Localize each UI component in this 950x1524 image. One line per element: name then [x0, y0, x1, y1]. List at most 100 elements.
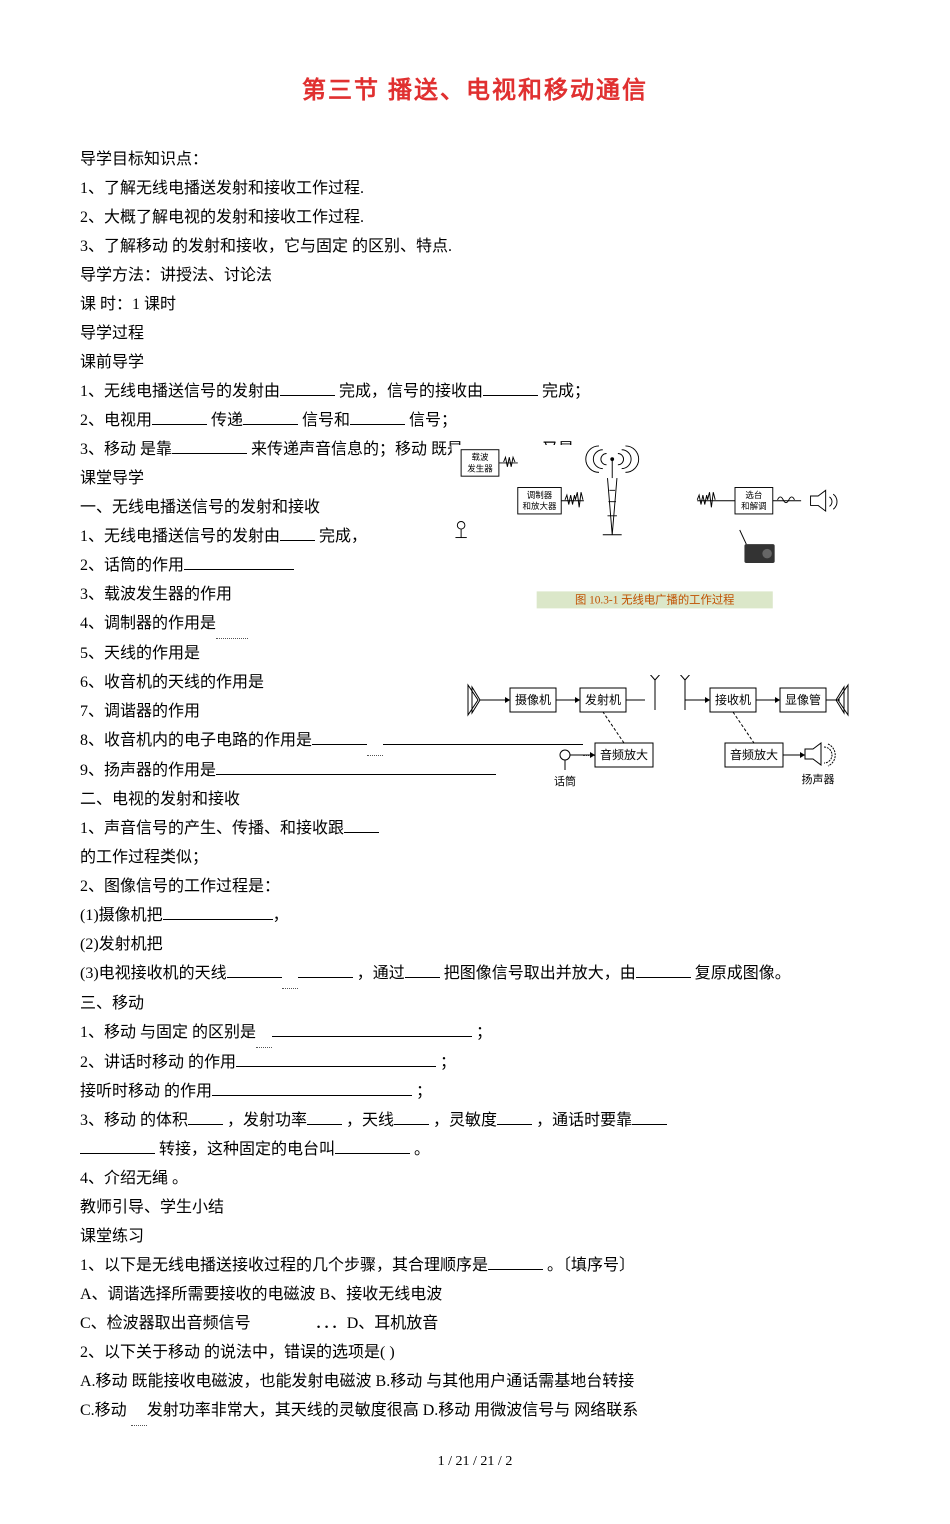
- s3-q3b: 转接，这种固定的电台叫 。: [80, 1135, 870, 1164]
- text: 1、无线电播送信号的发射由: [80, 528, 280, 545]
- section-3: 三、移动: [80, 989, 870, 1018]
- blank: [344, 818, 379, 833]
- blank: [405, 963, 440, 978]
- dots: ．．．: [315, 1315, 347, 1332]
- blank: [307, 1110, 342, 1125]
- blank: [184, 555, 294, 570]
- text: 转接，这种固定的电台叫: [159, 1141, 335, 1158]
- ex2: 2、以下关于移动 的说法中，错误的选项是( ): [80, 1338, 870, 1367]
- text: D、耳机放音: [347, 1315, 439, 1332]
- text: ，通过: [357, 965, 405, 982]
- dotlink: [131, 1396, 147, 1426]
- text: 。: [414, 1141, 430, 1158]
- text: 传递: [211, 412, 243, 429]
- inclass-label: 课堂导学: [80, 464, 870, 493]
- dotlink: [282, 959, 298, 989]
- blank: [236, 1052, 436, 1067]
- text: 把图像信号取出并放大，由: [444, 965, 636, 982]
- objective-3: 3、了解移动 的发射和接收，它与固定 的区别、特点.: [80, 232, 870, 261]
- text: 复原成图像。: [695, 965, 791, 982]
- objectives-header: 导学目标知识点：: [80, 145, 870, 174]
- text: 3、移动 的体积: [80, 1112, 188, 1129]
- s1-q8: 8、收音机内的电子电路的作用是: [80, 726, 870, 756]
- ex1-opt1: A、调谐选择所需要接收的电磁波 B、接收无线电波: [80, 1280, 870, 1309]
- text: 2、电视用: [80, 412, 152, 429]
- text: 2、讲话时移动 的作用: [80, 1054, 236, 1071]
- pre-q3: 3、移动 是靠 来传递声音信息的；移动 既是 又是 。: [80, 435, 870, 464]
- text: ；: [416, 1083, 432, 1100]
- s3-q1: 1、移动 与固定 的区别是 ；: [80, 1018, 870, 1048]
- text: ，通话时要靠: [536, 1112, 632, 1129]
- text: C、检波器取出音频信号: [80, 1315, 315, 1332]
- text: ；: [476, 1024, 492, 1041]
- exercises-label: 课堂练习: [80, 1222, 870, 1251]
- s1-q1: 1、无线电播送信号的发射由 完成，: [80, 522, 870, 551]
- blank: [80, 1139, 155, 1154]
- preclass-label: 课前导学: [80, 348, 870, 377]
- process-label: 导学过程: [80, 319, 870, 348]
- s1-q5: 5、天线的作用是: [80, 639, 870, 668]
- s1-q4: 4、调制器的作用是: [80, 609, 870, 639]
- text: 8、收音机内的电子电路的作用是: [80, 732, 312, 749]
- text: 1、以下是无线电播送接收过程的几个步骤，其合理顺序是: [80, 1257, 488, 1274]
- blank: [636, 963, 691, 978]
- objective-1: 1、了解无线电播送发射和接收工作过程.: [80, 174, 870, 203]
- blank: [312, 730, 367, 745]
- page-footer: 1 / 21 / 21 / 2: [80, 1454, 870, 1470]
- s1-q6: 6、收音机的天线的作用是: [80, 668, 870, 697]
- text: 4、调制器的作用是: [80, 615, 216, 632]
- s2-q2-1: (1)摄像机把，: [80, 901, 870, 930]
- blank: [335, 1139, 410, 1154]
- blank: [243, 410, 298, 425]
- text: 来传递声音信息的；移动 既是: [251, 441, 463, 458]
- text: 接听时移动 的作用: [80, 1083, 212, 1100]
- blank: [152, 410, 207, 425]
- text: 又是: [542, 441, 574, 458]
- blank: [216, 760, 496, 775]
- s1-q2: 2、话筒的作用: [80, 551, 870, 580]
- s3-q2b: 接听时移动 的作用 ；: [80, 1077, 870, 1106]
- page-title: 第三节 播送、电视和移动通信: [80, 70, 870, 105]
- text: C.移动: [80, 1402, 131, 1419]
- dotlink: [256, 1018, 272, 1048]
- text: 。〔填序号〕: [547, 1257, 635, 1274]
- s2-q1: 1、声音信号的产生、传播、和接收跟: [80, 814, 870, 843]
- section-2: 二、电视的发射和接收: [80, 785, 870, 814]
- pre-q1: 1、无线电播送信号的发射由 完成，信号的接收由 完成；: [80, 377, 870, 406]
- blank: [483, 381, 538, 396]
- ex2-opt1: A.移动 既能接收电磁波，也能发射电磁波 B.移动 与其他用户通话需基地台转接: [80, 1367, 870, 1396]
- text: 3、载波发生器的作用: [80, 586, 232, 603]
- text: (3)电视接收机的天线: [80, 965, 227, 982]
- s2-q1b: 的工作过程类似；: [80, 843, 870, 872]
- blank: [280, 526, 315, 541]
- s1-q3: 3、载波发生器的作用: [80, 580, 870, 609]
- section-1: 一、无线电播送信号的发射和接收: [80, 493, 870, 522]
- class-hours: 课 时：1 课时: [80, 290, 870, 319]
- blank: [574, 439, 649, 454]
- s3-q4: 4、介绍无绳 。: [80, 1164, 870, 1193]
- blank: [163, 905, 273, 920]
- s3-q2a: 2、讲话时移动 的作用 ；: [80, 1048, 870, 1077]
- blank: [280, 381, 335, 396]
- text: 1、声音信号的产生、传播、和接收跟: [80, 820, 344, 837]
- s3-q3: 3、移动 的体积 ，发射功率 ，天线 ，灵敏度 ，通话时要靠: [80, 1106, 870, 1135]
- blank: [632, 1110, 667, 1125]
- text: ，灵敏度: [433, 1112, 497, 1129]
- blank: [188, 1110, 223, 1125]
- text: 完成，信号的接收由: [339, 383, 483, 400]
- method: 导学方法：讲授法、讨论法: [80, 261, 870, 290]
- dotlink: [216, 609, 248, 639]
- blank: [394, 1110, 429, 1125]
- text: ，发射功率: [227, 1112, 307, 1129]
- text: 信号和: [302, 412, 350, 429]
- text: 3、移动 是靠: [80, 441, 172, 458]
- text: (1)摄像机把: [80, 907, 163, 924]
- dotlink: [367, 726, 383, 756]
- s2-q2-2: (2)发射机把: [80, 930, 870, 959]
- objective-2: 2、大概了解电视的发射和接收工作过程.: [80, 203, 870, 232]
- blank: [383, 730, 583, 745]
- text: 信号；: [409, 412, 457, 429]
- summary: 教师引导、学生小结: [80, 1193, 870, 1222]
- s1-q9: 9、扬声器的作用是: [80, 756, 870, 785]
- blank: [488, 1255, 543, 1270]
